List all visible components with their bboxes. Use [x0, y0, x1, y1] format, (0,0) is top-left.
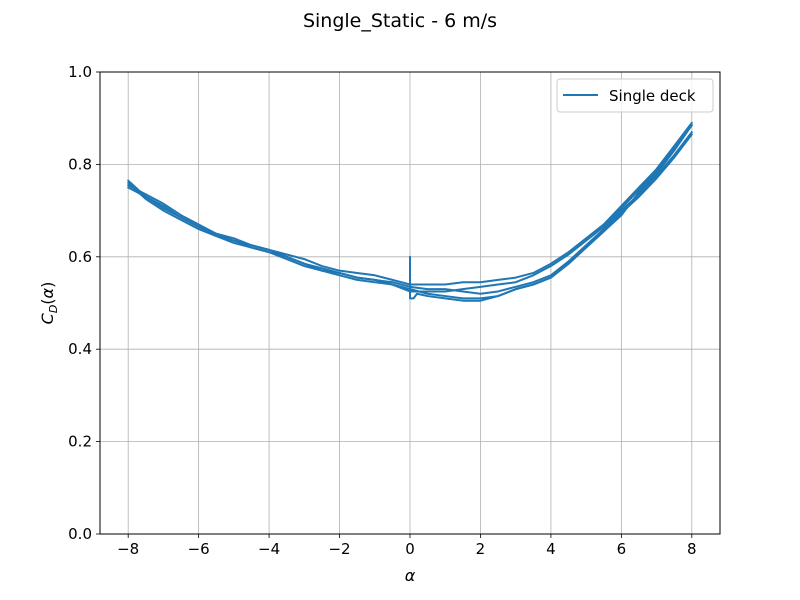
x-tick-label: −8	[117, 540, 139, 558]
grid	[100, 71, 720, 535]
y-tick-label: 0.4	[68, 340, 92, 358]
legend-label: Single deck	[609, 87, 696, 105]
y-tick-label: 0.2	[68, 433, 92, 451]
legend-box	[556, 78, 714, 113]
data-series	[127, 121, 693, 302]
legend: Single deck	[556, 78, 714, 113]
x-axis-ticks: −8 −6 −4 −2 0 2 4 6 8	[117, 534, 697, 558]
x-axis-label: α	[405, 566, 416, 585]
y-tick-label: 0.6	[68, 248, 92, 266]
series-line-sweep-5	[127, 133, 693, 300]
y-tick-label: 0.0	[68, 525, 92, 543]
x-tick-label: 4	[546, 540, 556, 558]
series-line-sweep-3	[127, 131, 693, 295]
y-axis-label: CD(α)	[38, 282, 60, 325]
x-tick-label: −6	[188, 540, 210, 558]
x-tick-label: 0	[405, 540, 415, 558]
y-tick-label: 1.0	[68, 63, 92, 81]
x-tick-label: 8	[687, 540, 697, 558]
x-tick-label: −2	[328, 540, 350, 558]
y-axis-ticks: 0.0 0.2 0.4 0.6 0.8 1.0	[68, 63, 100, 543]
chart-title: Single_Static - 6 m/s	[303, 10, 497, 32]
x-tick-label: 6	[617, 540, 627, 558]
y-tick-label: 0.8	[68, 155, 92, 173]
x-tick-label: 2	[476, 540, 486, 558]
x-tick-label: −4	[258, 540, 280, 558]
